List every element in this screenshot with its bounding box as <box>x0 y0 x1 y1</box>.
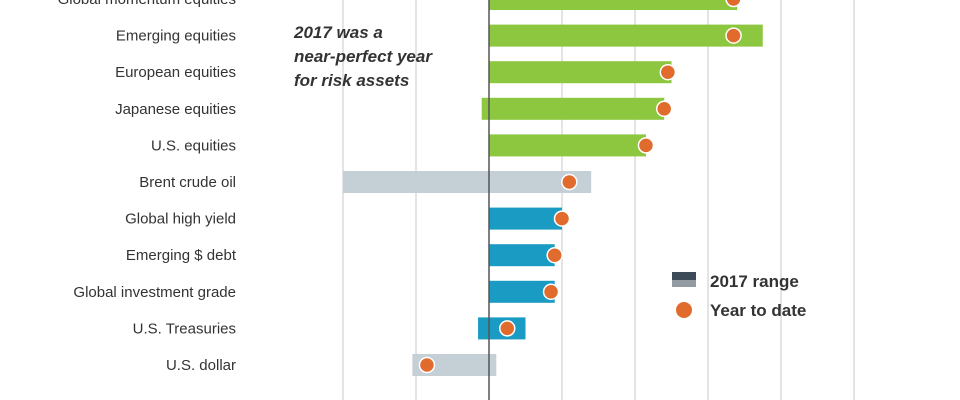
category-label: Emerging equities <box>116 28 236 45</box>
range-bar <box>489 280 555 303</box>
range-bar <box>489 61 672 84</box>
ytd-dot <box>561 173 578 191</box>
annotation-line-2: near-perfect year <box>294 47 433 66</box>
ytd-dot <box>655 100 673 118</box>
legend-ytd-label: Year to date <box>710 301 806 320</box>
category-label: European equities <box>115 64 236 81</box>
category-label: Emerging $ debt <box>126 247 237 264</box>
ytd-dot <box>553 210 571 227</box>
label-layer: Global momentum equities Emerging equitie… <box>58 0 237 374</box>
category-label: U.S. Treasuries <box>133 320 236 337</box>
legend-range-swatch-bottom <box>672 280 696 287</box>
legend-range-label: 2017 range <box>710 272 799 291</box>
legend: 2017 range Year to date <box>672 272 806 320</box>
category-label: Global momentum equities <box>58 0 236 8</box>
ytd-dot <box>659 63 677 81</box>
category-label: Global investment grade <box>73 284 236 301</box>
category-label: U.S. dollar <box>166 357 236 374</box>
ytd-dot <box>637 137 655 154</box>
range-bar <box>481 97 665 120</box>
range-bar <box>489 207 562 230</box>
ytd-dot <box>546 246 563 264</box>
ytd-dot <box>725 0 742 8</box>
range-bar <box>489 24 763 47</box>
ytd-dot <box>725 27 742 44</box>
dot-layer <box>418 0 742 374</box>
ytd-dot <box>542 283 560 301</box>
range-bar <box>412 354 497 376</box>
annotation-line-3: for risk assets <box>294 71 409 90</box>
category-label: Japanese equities <box>115 101 236 118</box>
range-bar <box>489 244 555 267</box>
legend-ytd-swatch <box>676 302 692 318</box>
bar-layer <box>343 0 763 376</box>
category-label: Global high yield <box>125 211 236 228</box>
range-bar <box>489 0 738 10</box>
category-label: U.S. equities <box>151 137 236 154</box>
range-bar <box>343 171 592 193</box>
range-bar <box>489 134 646 157</box>
legend-range-swatch <box>672 272 696 287</box>
ytd-dot <box>418 356 436 374</box>
annotation-line-1: 2017 was a <box>293 23 383 42</box>
ytd-dot <box>499 320 516 337</box>
legend-ytd-dot <box>676 302 692 318</box>
legend-range-swatch-top <box>672 272 696 280</box>
category-label: Brent crude oil <box>139 174 236 191</box>
